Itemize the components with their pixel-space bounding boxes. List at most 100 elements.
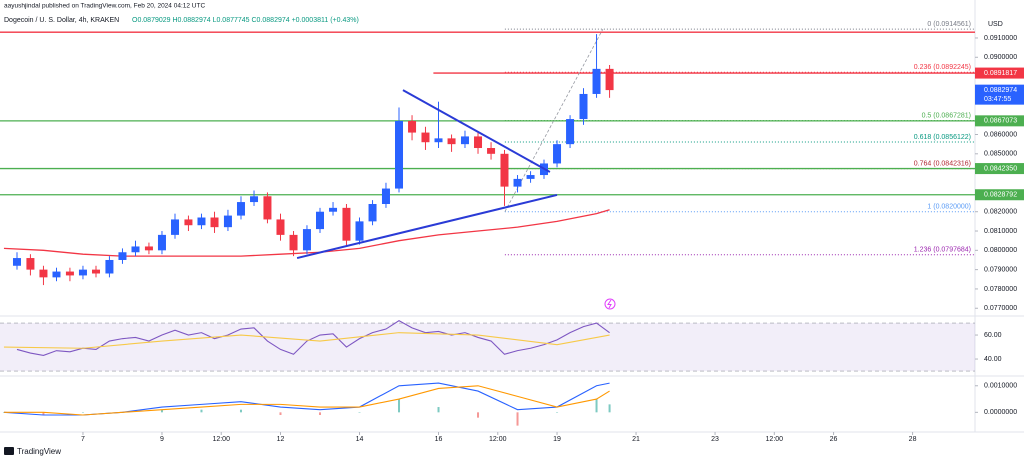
candle-body — [184, 219, 193, 226]
candle-body — [52, 271, 61, 278]
candle-body — [105, 259, 114, 274]
macd-histogram — [239, 409, 242, 413]
y-tick-label: 0.0900000 — [984, 54, 1017, 61]
ohlc: O0.0879029 H0.0882974 L0.0877745 C0.0882… — [132, 17, 359, 24]
fib-label: 0.764 (0.0842316) — [914, 160, 971, 167]
rsi-band — [0, 323, 975, 372]
price-label-box — [975, 84, 1024, 105]
candle-body — [12, 258, 21, 266]
candle-body — [302, 229, 311, 251]
candle-body — [434, 138, 443, 143]
candle-body — [526, 175, 535, 179]
candle-body — [566, 119, 575, 145]
currency: USD — [988, 21, 1003, 28]
candle-body — [289, 234, 298, 251]
y-tick-label: 0.0000000 — [984, 409, 1017, 416]
price-label-box — [975, 189, 1024, 201]
price-label: 0.0867073 — [984, 118, 1017, 125]
candle-body — [118, 252, 127, 260]
candle-body — [263, 196, 272, 220]
candle-body — [91, 269, 100, 274]
y-tick-label: 40.00 — [984, 356, 1002, 363]
y-tick-label: 0.0010000 — [984, 383, 1017, 390]
candle-body — [276, 219, 285, 235]
candle-body — [315, 211, 324, 230]
candle-body — [342, 207, 351, 241]
macd-histogram — [595, 399, 598, 413]
x-tick-label: 28 — [909, 436, 917, 443]
candle-body — [131, 246, 140, 253]
alert-icon — [607, 299, 612, 309]
macd-histogram — [279, 412, 282, 415]
fib-label: 1.236 (0.0797684) — [914, 247, 971, 254]
y-tick-label: 0.0850000 — [984, 151, 1017, 158]
price-label-box — [975, 163, 1024, 175]
publisher: aayushjindal published on TradingView.co… — [4, 3, 205, 10]
candle-body — [408, 120, 417, 133]
macd-histogram — [556, 412, 559, 413]
macd-histogram — [81, 412, 84, 413]
macd-histogram — [160, 409, 163, 413]
candle-body — [157, 234, 166, 251]
candle-body — [368, 203, 377, 222]
macd-histogram — [200, 409, 203, 413]
x-tick-label: 16 — [435, 436, 443, 443]
macd-histogram — [398, 399, 401, 413]
y-tick-label: 0.0780000 — [984, 286, 1017, 293]
macd-histogram — [608, 404, 611, 413]
rsi-line — [16, 319, 610, 357]
candle-body — [447, 138, 456, 145]
x-tick-label: 7 — [81, 436, 85, 443]
fib-label: 1 (0.0820000) — [927, 204, 971, 211]
candle-body — [421, 132, 430, 143]
fib-trend — [504, 28, 604, 212]
fib-label: 0.618 (0.0856122) — [914, 134, 971, 141]
candle-body — [605, 68, 614, 91]
candle-body — [78, 269, 87, 276]
candle-body — [171, 219, 180, 235]
y-tick-label: 60.00 — [984, 332, 1002, 339]
candle-body — [500, 153, 509, 187]
price-label-box — [975, 67, 1024, 79]
candle-body — [223, 215, 232, 228]
x-tick-label: 19 — [553, 436, 561, 443]
y-tick-label: 0.0790000 — [984, 266, 1017, 273]
y-tick-label: 0.0860000 — [984, 131, 1017, 138]
candle-body — [381, 188, 390, 204]
symbol: Dogecoin / U. S. Dollar, 4h, KRAKEN — [4, 17, 119, 24]
price-label-box — [975, 115, 1024, 127]
candle-body — [487, 148, 496, 154]
candle-body — [460, 136, 469, 145]
x-tick-label: 12:00 — [766, 436, 784, 443]
rsi-line — [3, 332, 610, 349]
x-tick-label: 12:00 — [212, 436, 230, 443]
macd-histogram — [318, 412, 321, 415]
candle-body — [513, 178, 522, 187]
alert-icon — [604, 298, 616, 310]
x-tick-label: 14 — [356, 436, 364, 443]
macd-histogram — [358, 412, 361, 413]
macd-histogram — [42, 412, 45, 415]
logo: TradingView — [17, 447, 61, 456]
candle-body — [144, 246, 153, 251]
macd-histogram — [516, 412, 519, 426]
x-tick-label: 23 — [711, 436, 719, 443]
x-tick-label: 12:00 — [489, 436, 507, 443]
macd-histogram — [477, 412, 480, 418]
candle-body — [197, 217, 206, 226]
y-tick-label: 0.0800000 — [984, 247, 1017, 254]
fib-label: 0 (0.0914561) — [927, 21, 971, 28]
price-label-time: 03:47:55 — [984, 96, 1011, 103]
price-label: 0.0842350 — [984, 165, 1017, 172]
candle-body — [329, 207, 338, 212]
x-tick-label: 26 — [830, 436, 838, 443]
macd-line — [3, 385, 610, 416]
x-tick-label: 9 — [160, 436, 164, 443]
candle-body — [474, 136, 483, 149]
candle-body — [250, 196, 259, 203]
candle-body — [26, 258, 35, 270]
trendline — [402, 89, 551, 173]
y-tick-label: 0.0810000 — [984, 228, 1017, 235]
